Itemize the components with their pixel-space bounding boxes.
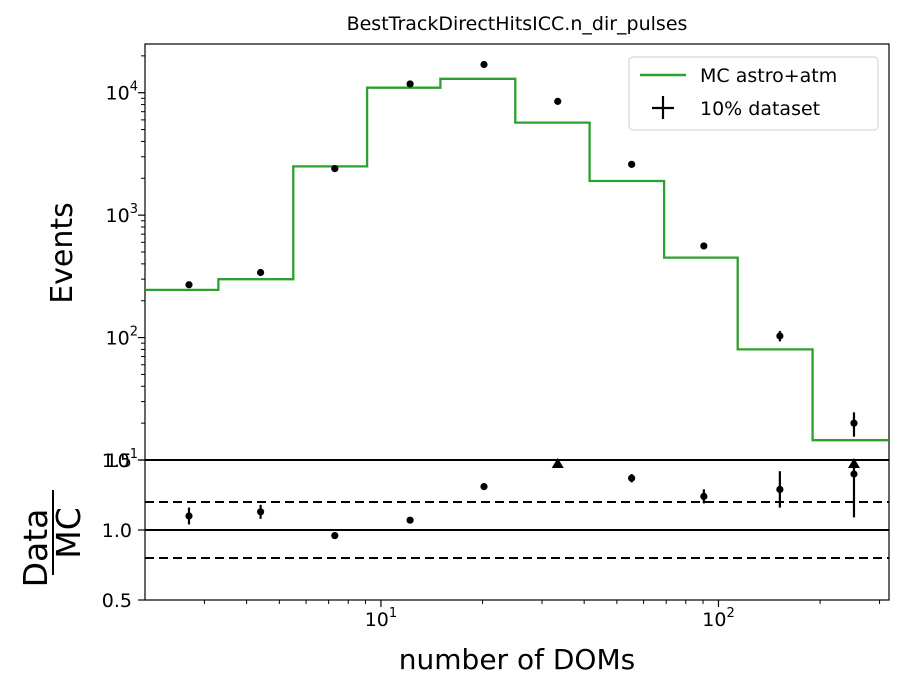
ratio-point [256, 508, 265, 516]
ratio-reference-lines [145, 459, 889, 559]
ratio-panel: 0.5 1.0 1.5 Data MC [16, 450, 890, 612]
ratio-point [776, 485, 784, 493]
main-panel: 101 102 103 104 Events MC astro+atm 10% dat… [45, 43, 890, 472]
ratio-point [185, 512, 193, 520]
main-y-tick-label: 104 [106, 80, 138, 105]
ratio-y-tick-label: 1.0 [102, 520, 132, 542]
ratio-y-ticks: 0.5 1.0 1.5 [102, 450, 145, 612]
x-axis-ticks: 101 102 [203, 459, 881, 631]
mc-astro-atm-step-line [145, 77, 889, 442]
ratio-point [628, 474, 636, 482]
legend: MC astro+atm 10% dataset [628, 56, 879, 131]
ratio-point [331, 532, 339, 540]
x-tick-label: 101 [365, 606, 397, 631]
ratio-point [406, 516, 414, 524]
ratio-y-tick-label: 1.5 [102, 450, 132, 472]
main-minor-ticks [141, 55, 145, 424]
data-point [554, 97, 562, 105]
ratio-point [850, 470, 858, 478]
ratio-ylabel-denominator: MC [49, 507, 88, 559]
data-point [406, 80, 414, 88]
ratio-point [480, 483, 488, 491]
data-point [850, 419, 858, 427]
ratio-points [185, 458, 860, 540]
ratio-point [700, 492, 708, 500]
data-point [700, 242, 708, 250]
data-points [185, 60, 858, 437]
data-point [480, 60, 488, 69]
main-y-tick-label: 103 [106, 202, 138, 227]
data-point [776, 332, 784, 340]
ratio-y-tick-label: 0.5 [102, 590, 132, 612]
main-y-tick-label: 102 [106, 325, 138, 350]
ratio-ylabel-numerator: Data [16, 509, 55, 588]
data-point [185, 281, 193, 289]
main-y-tick-label: 101 [106, 447, 138, 472]
ratio-overflow-marker [551, 458, 564, 468]
data-point [256, 268, 265, 277]
x-axis-label: number of DOMs [399, 643, 635, 676]
x-tick-label: 102 [702, 606, 734, 631]
main-y-axis-label: Events [45, 202, 80, 304]
legend-label-data: 10% dataset [700, 98, 820, 120]
main-y-ticks: 101 102 103 104 [106, 80, 145, 472]
legend-box [628, 56, 879, 131]
data-point [331, 164, 339, 173]
legend-label-mc: MC astro+atm [700, 65, 837, 87]
chart-title: BestTrackDirectHitsICC.n_dir_pulses [347, 13, 688, 35]
ratio-overflow-marker [847, 458, 860, 468]
ratio-y-axis-label: Data MC [16, 490, 88, 587]
data-point [628, 160, 636, 168]
